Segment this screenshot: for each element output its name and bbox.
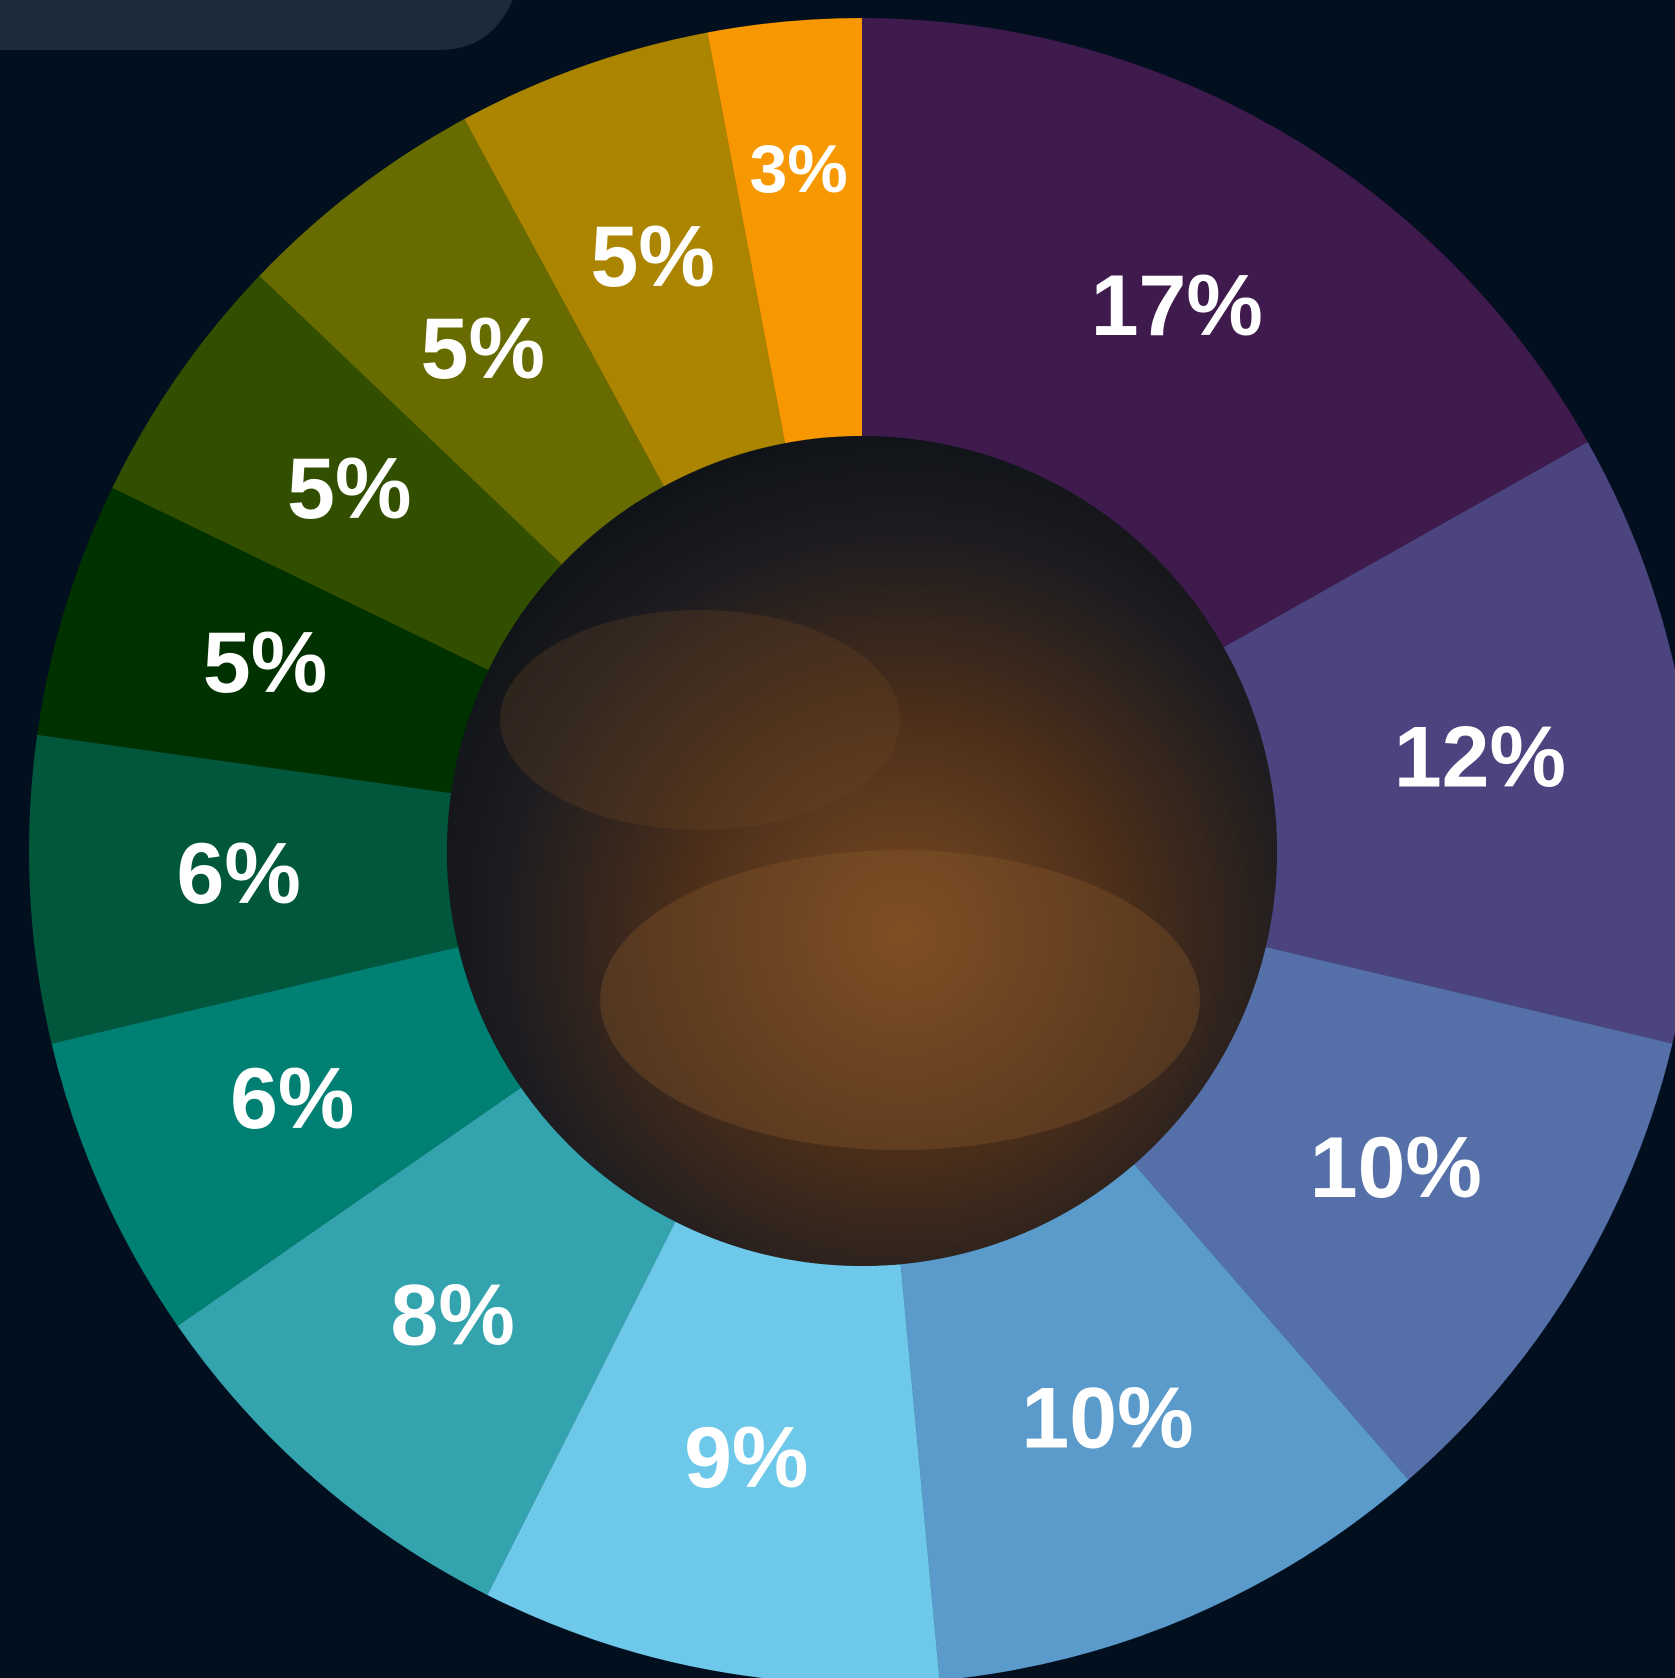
slice	[259, 119, 664, 565]
value-label: 12%	[1394, 710, 1566, 806]
header-panel	[0, 0, 513, 50]
slice	[112, 275, 562, 671]
slice	[862, 18, 1588, 648]
value-label: 10%	[1021, 1370, 1193, 1466]
donut	[28, 18, 1675, 1678]
slice	[900, 1164, 1409, 1678]
value-label: 10%	[1310, 1120, 1482, 1216]
slice	[1223, 442, 1675, 1044]
value-label: 9%	[684, 1410, 808, 1506]
center-image-detail	[500, 610, 900, 830]
labels: 17%12%10%10%9%8%6%6%5%5%5%5%3%	[177, 131, 1566, 1506]
value-label: 6%	[230, 1051, 354, 1147]
value-label: 8%	[391, 1268, 515, 1364]
slice	[51, 946, 522, 1326]
center-image	[447, 436, 1277, 1266]
slice	[177, 1087, 676, 1595]
center-image-detail	[600, 850, 1200, 1150]
slice	[37, 487, 489, 794]
slice	[464, 32, 785, 487]
value-label: 5%	[287, 441, 411, 537]
value-label: 5%	[421, 301, 545, 397]
slice	[487, 1221, 940, 1678]
value-label: 3%	[749, 131, 847, 207]
slice	[707, 18, 862, 444]
slice	[28, 734, 459, 1044]
value-label: 5%	[203, 615, 327, 711]
value-label: 6%	[177, 826, 301, 922]
slice	[1134, 946, 1673, 1480]
value-label: 5%	[590, 209, 714, 305]
value-label: 17%	[1091, 258, 1263, 354]
